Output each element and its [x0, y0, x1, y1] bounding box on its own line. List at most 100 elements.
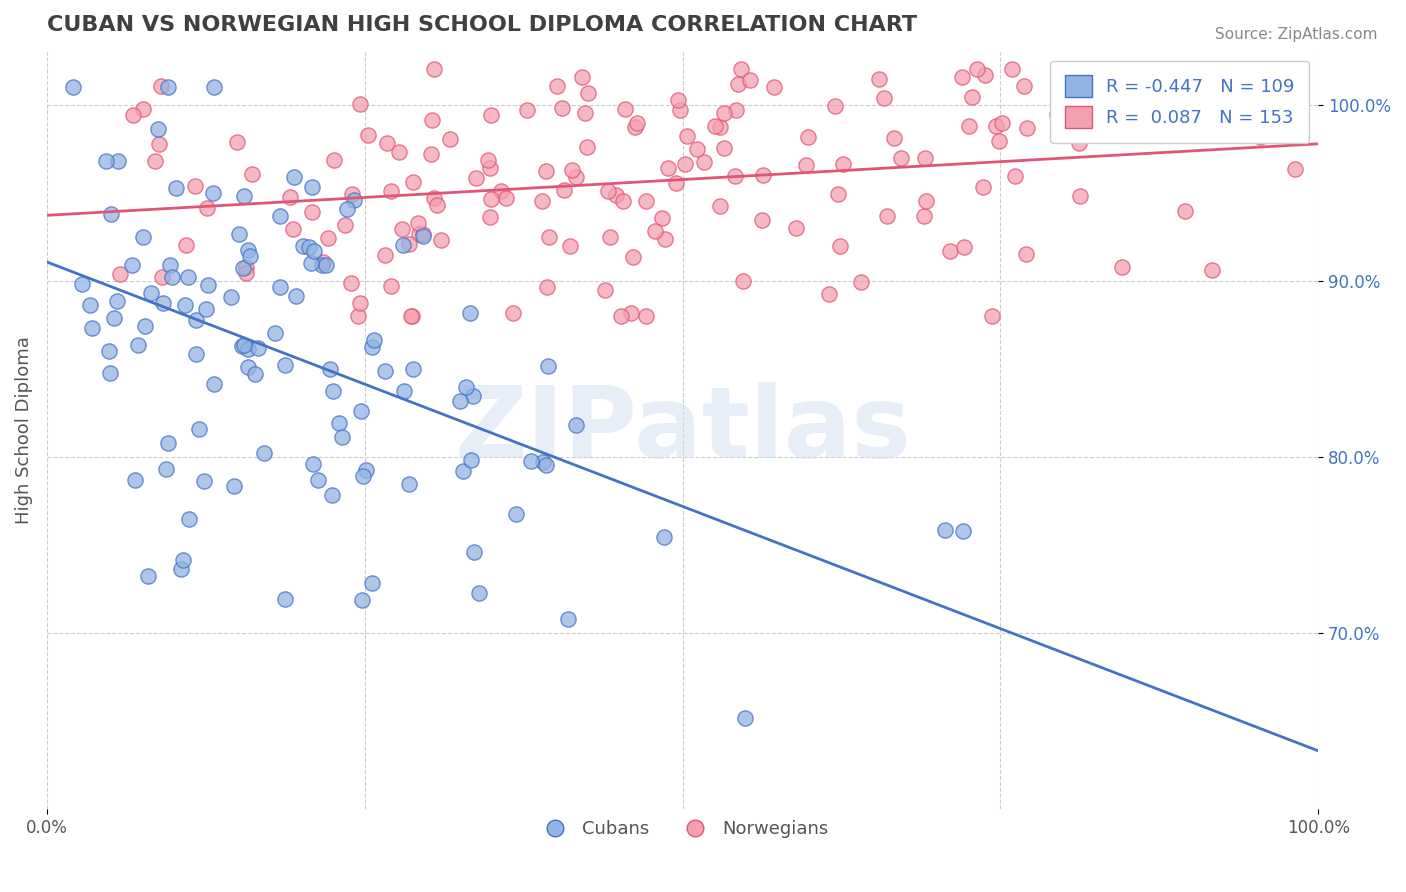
Point: [202, 186, 225, 200]
Point: [651, 211, 673, 226]
Point: [247, 341, 270, 355]
Point: [322, 384, 344, 398]
Point: [709, 120, 731, 134]
Point: [980, 309, 1002, 323]
Point: [321, 488, 343, 502]
Point: [352, 469, 374, 483]
Point: [724, 169, 747, 183]
Point: [972, 180, 994, 194]
Point: [107, 154, 129, 169]
Point: [516, 103, 538, 117]
Point: [536, 280, 558, 294]
Point: [1201, 263, 1223, 277]
Point: [1015, 120, 1038, 135]
Point: [342, 186, 364, 201]
Point: [1173, 203, 1195, 218]
Point: [361, 340, 384, 354]
Point: [883, 131, 905, 145]
Point: [479, 161, 502, 176]
Point: [177, 270, 200, 285]
Point: [398, 477, 420, 491]
Point: [374, 363, 396, 377]
Point: [876, 209, 898, 223]
Point: [609, 309, 631, 323]
Point: [349, 295, 371, 310]
Point: [738, 73, 761, 87]
Point: [934, 523, 956, 537]
Point: [873, 91, 896, 105]
Point: [328, 416, 350, 430]
Point: [420, 113, 443, 128]
Point: [232, 260, 254, 275]
Point: [186, 346, 208, 360]
Point: [1067, 136, 1090, 150]
Point: [412, 227, 434, 241]
Text: ZIPatlas: ZIPatlas: [454, 382, 911, 479]
Point: [952, 524, 974, 538]
Point: [380, 184, 402, 198]
Point: [172, 553, 194, 567]
Point: [363, 333, 385, 347]
Point: [392, 237, 415, 252]
Point: [155, 461, 177, 475]
Point: [174, 238, 197, 252]
Point: [574, 106, 596, 120]
Point: [576, 86, 599, 100]
Point: [408, 227, 430, 241]
Point: [571, 70, 593, 84]
Point: [785, 221, 807, 235]
Point: [380, 278, 402, 293]
Point: [184, 179, 207, 194]
Point: [94, 153, 117, 168]
Point: [350, 592, 373, 607]
Point: [460, 453, 482, 467]
Point: [202, 377, 225, 392]
Point: [195, 302, 218, 317]
Point: [236, 243, 259, 257]
Point: [340, 276, 363, 290]
Point: [292, 239, 315, 253]
Point: [188, 422, 211, 436]
Point: [1001, 62, 1024, 77]
Point: [634, 309, 657, 323]
Point: [283, 222, 305, 236]
Point: [152, 295, 174, 310]
Point: [673, 157, 696, 171]
Point: [950, 70, 973, 84]
Point: [394, 384, 416, 399]
Point: [399, 309, 422, 323]
Point: [654, 232, 676, 246]
Point: [1015, 247, 1038, 261]
Point: [70, 277, 93, 292]
Point: [752, 169, 775, 183]
Point: [143, 153, 166, 168]
Point: [575, 140, 598, 154]
Point: [824, 99, 846, 113]
Point: [193, 475, 215, 489]
Point: [127, 338, 149, 352]
Point: [315, 258, 337, 272]
Point: [439, 131, 461, 145]
Point: [354, 463, 377, 477]
Point: [620, 306, 643, 320]
Point: [398, 236, 420, 251]
Point: [301, 457, 323, 471]
Point: [406, 216, 429, 230]
Point: [831, 157, 853, 171]
Point: [122, 108, 145, 122]
Point: [311, 258, 333, 272]
Point: [534, 164, 557, 178]
Point: [623, 120, 645, 134]
Point: [361, 576, 384, 591]
Point: [98, 366, 121, 380]
Point: [957, 119, 980, 133]
Point: [62, 80, 84, 95]
Point: [551, 101, 574, 115]
Point: [1249, 130, 1271, 145]
Point: [312, 254, 335, 268]
Point: [451, 464, 474, 478]
Point: [987, 135, 1010, 149]
Point: [914, 151, 936, 165]
Point: [657, 161, 679, 176]
Point: [626, 116, 648, 130]
